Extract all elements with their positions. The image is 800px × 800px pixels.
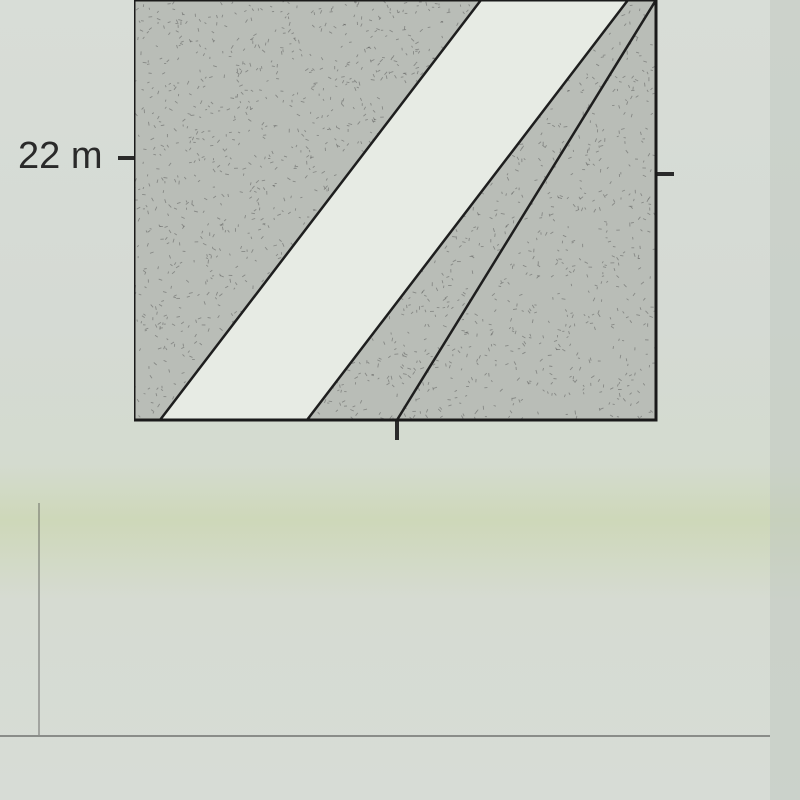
table-bottom-rule [0, 735, 770, 737]
diagram-svg [134, 0, 658, 422]
geometry-diagram [134, 0, 658, 422]
height-label: 22 m [18, 135, 102, 178]
table-left-rule [38, 503, 40, 735]
page-right-edge [770, 0, 800, 800]
